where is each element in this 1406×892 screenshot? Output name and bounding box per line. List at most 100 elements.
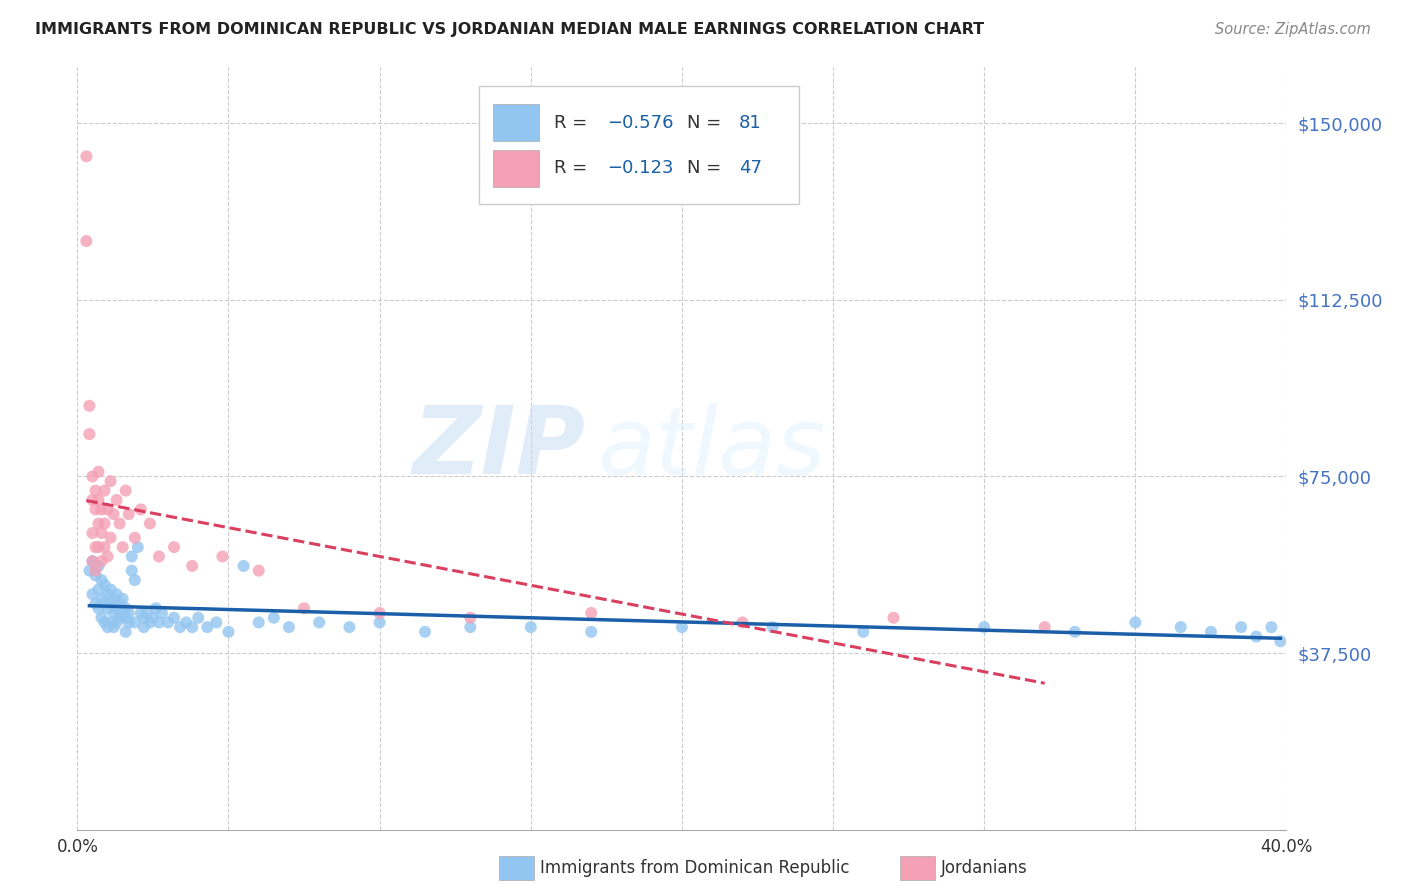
Point [211, 549, 233, 564]
Point [132, 610, 155, 624]
Point [142, 610, 165, 624]
Point [458, 620, 481, 634]
Point [762, 620, 785, 634]
FancyBboxPatch shape [494, 104, 540, 141]
Point [1199, 624, 1222, 639]
Point [157, 615, 180, 630]
Point [174, 615, 197, 630]
Point [121, 549, 143, 564]
Point [232, 558, 254, 573]
Point [108, 516, 131, 531]
Point [96, 601, 118, 615]
Point [79, 427, 101, 442]
Point [139, 615, 162, 630]
Point [87, 601, 110, 615]
Point [368, 615, 391, 630]
Point [1064, 624, 1087, 639]
Point [100, 597, 122, 611]
Point [90, 591, 112, 606]
Point [135, 606, 157, 620]
Point [111, 591, 134, 606]
Point [93, 597, 115, 611]
Point [520, 620, 543, 634]
Point [93, 516, 115, 531]
Point [124, 573, 146, 587]
Point [1123, 615, 1146, 630]
Point [148, 549, 170, 564]
Point [218, 624, 240, 639]
Text: 47: 47 [738, 160, 762, 178]
Point [87, 540, 110, 554]
Point [105, 587, 128, 601]
Point [96, 620, 118, 634]
Text: Source: ZipAtlas.com: Source: ZipAtlas.com [1215, 22, 1371, 37]
Point [247, 615, 270, 630]
Point [87, 558, 110, 573]
Point [1033, 620, 1056, 634]
Point [100, 615, 122, 630]
FancyBboxPatch shape [494, 150, 540, 186]
Point [79, 399, 101, 413]
Point [121, 564, 143, 578]
Point [105, 493, 128, 508]
Point [263, 610, 285, 624]
Text: N =: N = [686, 113, 727, 132]
Point [100, 474, 122, 488]
Point [292, 601, 315, 615]
Point [90, 554, 112, 568]
Point [100, 582, 122, 597]
Point [458, 610, 481, 624]
Text: IMMIGRANTS FROM DOMINICAN REPUBLIC VS JORDANIAN MEDIAN MALE EARNINGS CORRELATION: IMMIGRANTS FROM DOMINICAN REPUBLIC VS JO… [35, 22, 984, 37]
Point [105, 615, 128, 630]
Point [111, 540, 134, 554]
Point [100, 531, 122, 545]
Point [93, 578, 115, 592]
Point [124, 615, 146, 630]
Point [129, 502, 152, 516]
Point [205, 615, 228, 630]
Point [103, 507, 125, 521]
Point [84, 564, 107, 578]
Point [148, 615, 170, 630]
Point [108, 610, 131, 624]
Point [93, 483, 115, 498]
Point [93, 540, 115, 554]
Point [82, 493, 104, 508]
Point [1260, 620, 1282, 634]
Text: −0.576: −0.576 [607, 113, 673, 132]
Point [181, 620, 204, 634]
Point [1270, 634, 1292, 648]
Point [129, 606, 152, 620]
Text: R =: R = [554, 113, 593, 132]
Point [84, 540, 107, 554]
Point [82, 469, 104, 483]
Point [75, 234, 97, 248]
Point [82, 526, 104, 541]
Point [90, 502, 112, 516]
Point [79, 564, 101, 578]
Point [337, 620, 360, 634]
Point [118, 615, 141, 630]
Point [84, 568, 107, 582]
Point [84, 502, 107, 516]
Point [139, 516, 162, 531]
Point [87, 493, 110, 508]
Point [127, 540, 149, 554]
Point [103, 620, 125, 634]
Point [114, 624, 136, 639]
Point [90, 610, 112, 624]
Point [163, 610, 186, 624]
Point [93, 615, 115, 630]
Point [108, 597, 131, 611]
Point [368, 606, 391, 620]
Point [118, 507, 141, 521]
FancyBboxPatch shape [479, 86, 799, 204]
Point [111, 606, 134, 620]
Point [114, 610, 136, 624]
Text: −0.123: −0.123 [607, 160, 673, 178]
Point [163, 540, 186, 554]
Point [247, 564, 270, 578]
Point [75, 149, 97, 163]
Point [132, 620, 155, 634]
Text: ZIP: ZIP [412, 402, 585, 494]
